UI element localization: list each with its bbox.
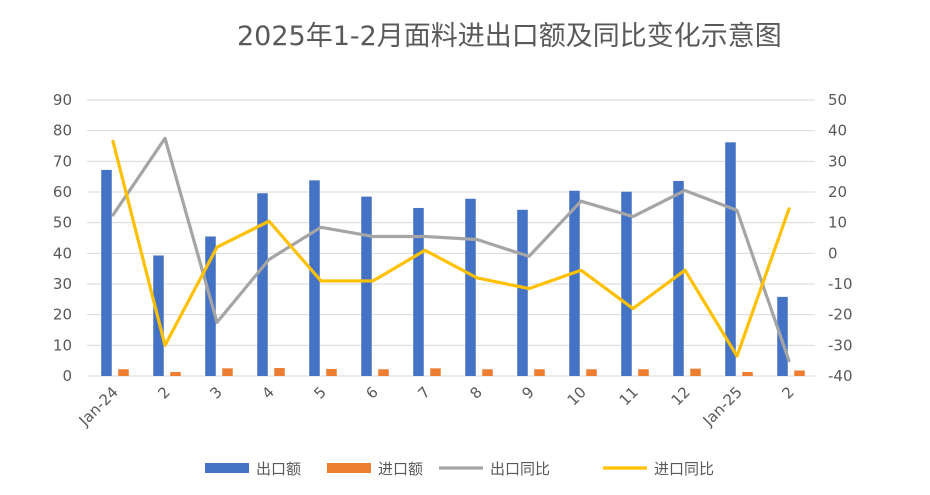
bar-import [794,370,805,376]
x-tick-label: 3 [206,383,225,402]
x-tick-label: 10 [564,383,590,409]
bar-export [465,198,476,376]
x-tick-label: Jan-24 [75,383,122,430]
bar-series [101,142,805,376]
legend-label: 进口同比 [654,460,714,478]
right-tick-label: -30 [828,336,853,354]
legend-label: 进口额 [378,460,423,478]
bar-import [326,368,337,376]
left-tick-label: 60 [53,183,72,201]
line-series [111,136,791,363]
bar-import [378,369,389,376]
x-tick-label: 12 [668,383,694,409]
bar-export [725,142,736,376]
bar-import [690,368,701,376]
bar-import [482,369,493,376]
x-tick-label: 4 [258,383,277,402]
chart-title: 2025年1-2月面料进出口额及同比变化示意图 [237,21,782,52]
bar-import [586,369,597,376]
right-tick-label: 10 [828,214,847,232]
legend-swatch [205,463,249,473]
x-tick-label: 8 [466,383,485,402]
bar-import [274,368,285,376]
right-tick-label: -20 [828,306,853,324]
x-tick-label: 9 [518,383,537,402]
x-tick-label: 2 [154,383,173,402]
x-tick-label: 7 [414,383,433,402]
bar-export [517,209,528,376]
left-tick-label: 20 [53,306,72,324]
bar-export [361,196,372,376]
bar-import [430,368,441,376]
line-export-yoy [111,136,791,363]
bar-import [118,369,129,376]
right-tick-label: -40 [828,367,853,385]
bar-export [777,296,788,376]
bar-import [638,369,649,376]
right-tick-label: 30 [828,152,847,170]
legend: 出口额 进口额 出口同比 进口同比 [205,460,714,478]
bar-import [222,368,233,376]
bar-import [534,369,545,376]
bar-export [309,180,320,376]
bar-export [673,180,684,376]
right-tick-label: -10 [828,275,853,293]
right-tick-label: 50 [828,91,847,109]
left-tick-label: 0 [62,367,72,385]
x-tick-label: 11 [616,383,642,409]
left-tick-label: 30 [53,275,72,293]
x-tick-label: 2 [778,383,797,402]
right-tick-label: 20 [828,183,847,201]
x-tick-label: Jan-25 [699,383,746,430]
left-tick-label: 70 [53,152,72,170]
legend-label: 出口同比 [490,460,550,478]
left-axis-ticks: 0 10 20 30 40 50 60 70 80 90 [53,91,72,385]
legend-swatch [327,463,371,473]
bar-export [569,190,580,376]
right-tick-label: 0 [828,244,838,262]
bar-export [257,193,268,376]
x-axis-ticks: Jan-24 2 3 4 5 6 7 8 9 10 11 12 Jan-25 2 [75,383,798,430]
x-tick-label: 5 [310,383,329,402]
left-tick-label: 90 [53,91,72,109]
bar-export [413,207,424,376]
left-tick-label: 40 [53,244,72,262]
legend-label: 出口额 [256,460,301,478]
bar-export [621,191,632,376]
line-import-yoy [111,139,791,358]
bar-export [205,236,216,376]
right-axis-ticks: -40 -30 -20 -10 0 10 20 30 40 50 [828,91,853,385]
left-tick-label: 80 [53,122,72,140]
left-tick-label: 10 [53,336,72,354]
bar-export [101,169,112,376]
right-tick-label: 40 [828,122,847,140]
bar-import [742,372,753,376]
left-tick-label: 50 [53,214,72,232]
x-tick-label: 6 [362,383,381,402]
bar-import [170,372,181,376]
